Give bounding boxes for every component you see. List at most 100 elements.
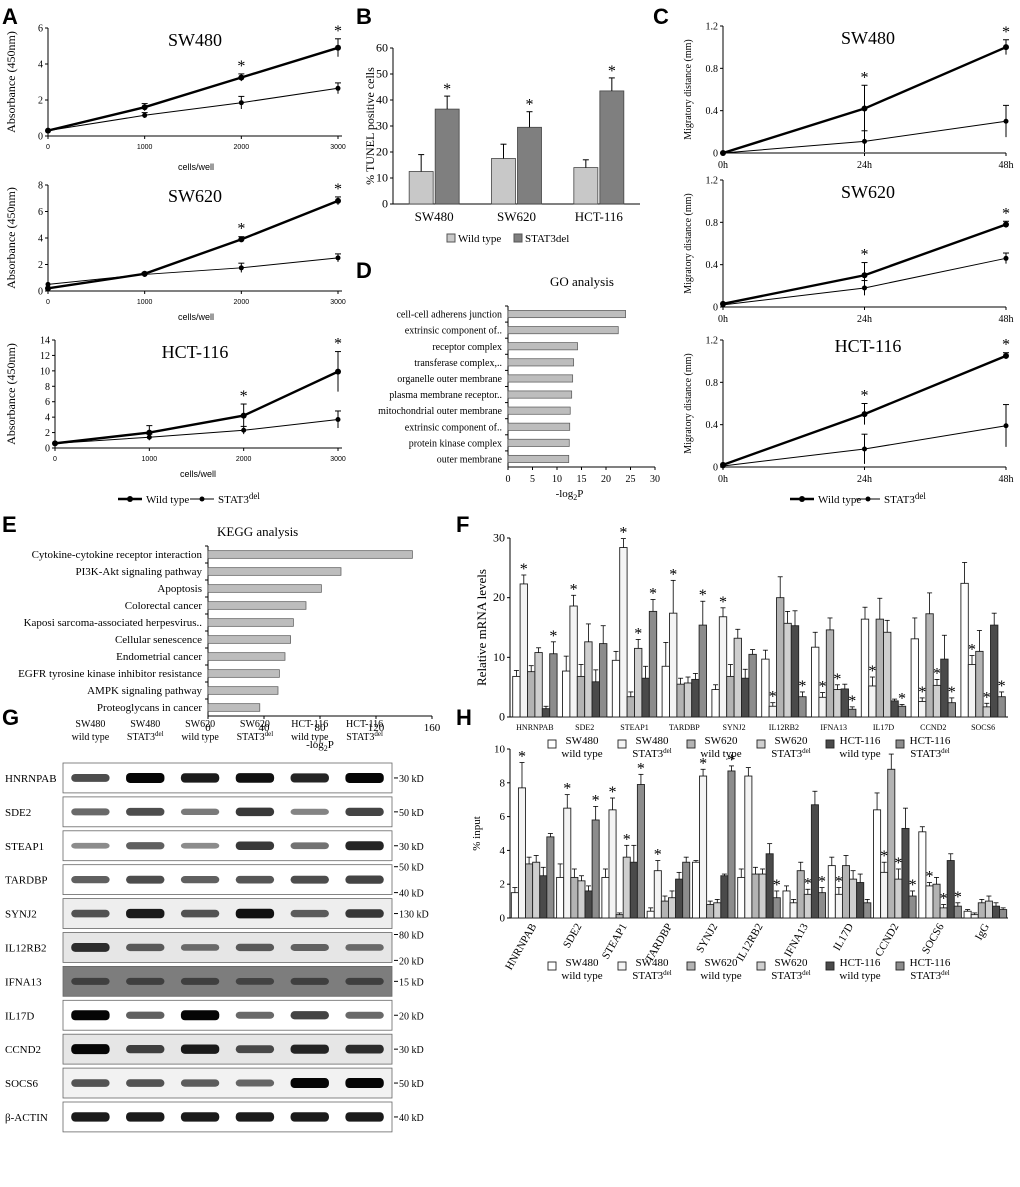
bar-H-3 <box>622 856 631 919</box>
data-point-A1 <box>142 112 148 118</box>
y-tick-label-A3: 4 <box>45 413 50 424</box>
bar-E <box>207 618 294 627</box>
bar-D <box>507 374 574 383</box>
x-tick-label-C3: 0h <box>718 474 728 485</box>
bar-F-5 <box>698 624 707 718</box>
blot-panel <box>62 1101 393 1133</box>
bar-F-2 <box>875 618 884 718</box>
band <box>235 943 275 952</box>
legend-label-fh-line1: SW480 <box>566 735 600 747</box>
marker-label: 130 kD <box>399 910 429 921</box>
legend-label-fh-line2: wild type <box>700 748 741 760</box>
band <box>345 875 384 884</box>
data-point-A2 <box>45 285 51 292</box>
y-tick-label-A2: 8 <box>38 181 43 192</box>
y-axis-title-A1: Absorbance (450nm) <box>4 31 18 133</box>
band <box>345 977 384 985</box>
legend-marker-c-wt <box>799 496 805 502</box>
y-tick-label-C2: 0.8 <box>706 218 719 229</box>
bar-B-1 <box>517 126 542 205</box>
bar-F-4 <box>541 708 551 718</box>
band <box>235 1079 275 1087</box>
bar-F-3 <box>982 706 991 718</box>
marker-label: 50 kD <box>399 863 424 874</box>
significance-star-F: * <box>699 587 707 604</box>
y-tick-label-H: 10 <box>494 744 506 756</box>
y-tick-label-C1: 0 <box>713 149 718 160</box>
y-tick-label-H: 2 <box>500 879 506 891</box>
bar-H-5 <box>818 892 827 919</box>
bar-D <box>507 390 573 399</box>
band <box>290 773 329 783</box>
data-point-A1 <box>141 104 148 111</box>
significance-star-F: * <box>549 628 557 645</box>
category-label-E: Cellular senescence <box>115 634 202 646</box>
series-line-A3-1 <box>54 418 339 444</box>
bar-F-4 <box>741 677 750 718</box>
bar-E <box>207 652 286 661</box>
significance-star-B: * <box>608 63 616 80</box>
x-tick-label-F: TARDBP <box>669 723 700 732</box>
bar-B-0 <box>408 171 434 205</box>
x-tick-label-A2: 3000 <box>330 299 346 306</box>
y-tick-label-A3: 12 <box>40 351 50 362</box>
bar-F-5 <box>897 705 907 718</box>
band <box>345 807 384 816</box>
category-label-E: AMPK signaling pathway <box>87 685 202 697</box>
band <box>180 842 220 849</box>
band <box>126 1079 165 1087</box>
legend-swatch-fh-3 <box>756 961 766 971</box>
band <box>290 1078 329 1089</box>
legend-label-fh-line1: SW620 <box>705 735 739 747</box>
bar-F-5 <box>997 696 1006 718</box>
x-tick-label-H: HNRNPAB <box>503 922 539 973</box>
band <box>235 1011 275 1019</box>
bar-F-0 <box>661 665 670 718</box>
bar-H-5 <box>546 836 555 919</box>
legend-label-fh-line2: STAT3del <box>910 747 950 760</box>
bar-H-5 <box>953 905 962 919</box>
legend-swatch-fh-1 <box>617 739 627 749</box>
bar-F-3 <box>932 684 942 718</box>
bar-B-1 <box>599 90 625 205</box>
legend-label-c-wt: Wild type <box>818 494 861 506</box>
category-label-D: receptor complex <box>432 342 502 353</box>
bar-H-0 <box>737 876 746 919</box>
band <box>290 909 329 918</box>
y-tick-label-A1: 6 <box>38 24 43 35</box>
bar-F-3 <box>883 631 892 718</box>
legend-label-fh-line2: wild type <box>561 970 602 982</box>
data-point-A3 <box>146 434 152 440</box>
bar-H-5 <box>863 902 872 919</box>
y-tick-label-B: 10 <box>376 171 388 185</box>
bar-H-4 <box>856 882 865 919</box>
chart-title-E: KEGG analysis <box>217 524 298 539</box>
blot-panel <box>62 966 393 997</box>
x-tick-label-F: SDE2 <box>575 723 594 732</box>
x-tick-label-D: 30 <box>650 474 660 485</box>
bar-F-3 <box>634 647 643 718</box>
data-point-A2 <box>238 236 245 243</box>
data-point-C1 <box>862 138 867 144</box>
bar-F-3 <box>534 652 543 718</box>
x-tick-label-H: IL17D <box>831 921 856 952</box>
significance-star-F: * <box>898 690 906 707</box>
legend-label-fh-line2: wild type <box>700 970 741 982</box>
legend-swatch-fh-0 <box>547 961 557 971</box>
significance-star-F: * <box>968 642 976 659</box>
category-label-E: Apoptosis <box>157 583 202 595</box>
bar-H-4 <box>992 905 1001 919</box>
lane-label-line1: SW480 <box>75 719 105 730</box>
bar-H-4 <box>901 827 910 919</box>
data-point-C3 <box>720 463 726 469</box>
x-tick-label-A3: 1000 <box>142 456 158 463</box>
x-tick-label-F: STEAP1 <box>620 723 648 732</box>
band <box>290 875 329 884</box>
y-tick-label-C2: 0.4 <box>706 260 719 271</box>
significance-star-F: * <box>798 678 806 695</box>
legend-label-b-wt: Wild type <box>458 233 501 245</box>
lane-label-line1: HCT-116 <box>291 719 328 730</box>
band <box>71 943 110 952</box>
significance-star-H: * <box>518 749 526 766</box>
